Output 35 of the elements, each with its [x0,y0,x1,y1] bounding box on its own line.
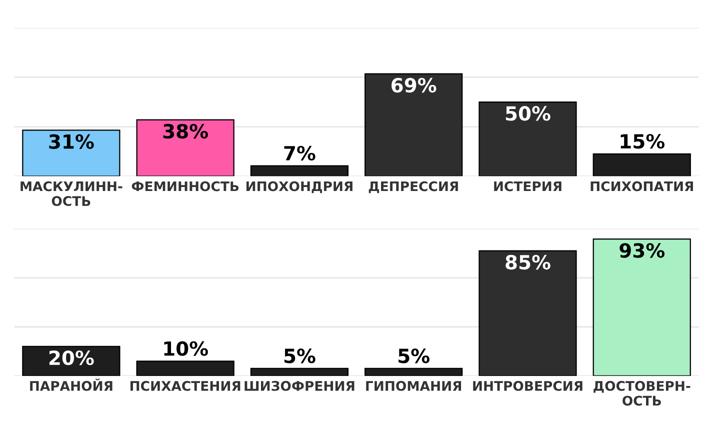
bar [250,165,349,176]
x-tick-label: ГИПОМАНИЯ [366,380,462,391]
data-label: 5% [398,348,430,364]
x-tick-label: ФЕМИННОСТЬ [132,181,239,192]
data-label: 15% [620,134,665,149]
x-tick-label: ПСИХАСТЕНИЯ [130,380,240,391]
data-label: 69% [392,78,436,93]
data-label: 7% [284,146,316,161]
data-label: 10% [164,341,208,356]
data-label: 85% [506,254,550,270]
x-tick-label: ДОСТОВЕРН- ОСТЬ [594,380,690,406]
x-tick-label: ПАРАНОЙЯ [30,378,112,391]
data-label: 5% [284,348,316,364]
x-tick-label: ИНТРОВЕРСИЯ [473,380,582,391]
bar [22,130,120,176]
data-label: 50% [506,106,550,121]
bar [136,360,234,376]
data-label: 38% [163,124,208,139]
bar [250,368,349,376]
bar [364,368,463,376]
x-tick-label: ДЕПРЕССИЯ [368,181,458,194]
data-label: 93% [620,243,665,258]
bar [592,153,691,176]
data-label: 20% [49,350,94,366]
x-tick-label: ИСТЕРИЯ [494,181,562,192]
bar [478,250,577,376]
bar [478,101,577,176]
x-tick-label: ШИЗОФРЕНИЯ [244,380,354,391]
x-tick-label: МАСКУЛИНН- ОСТЬ [20,181,122,206]
x-tick-label: ПСИХОПАТИЯ [590,181,693,192]
data-label: 31% [49,134,94,149]
bar [136,119,234,176]
bar [364,73,463,176]
x-tick-label: ИПОХОНДРИЯ [246,181,352,194]
bar [592,238,691,376]
